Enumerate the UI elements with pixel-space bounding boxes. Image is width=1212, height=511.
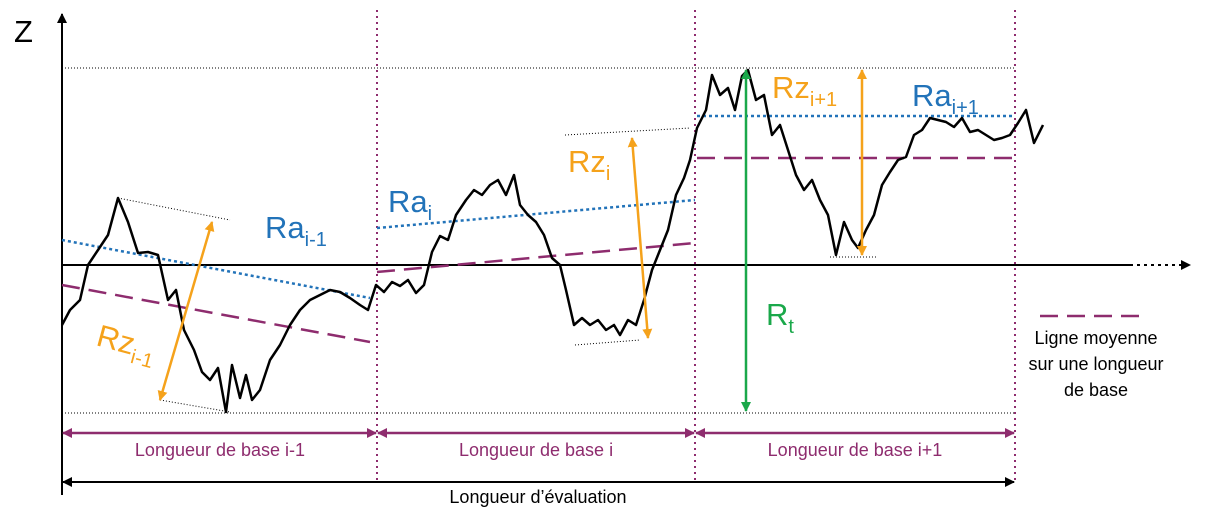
rz-label: Rzi — [568, 144, 610, 185]
boundaries — [376, 10, 1016, 482]
rz-label: Rzi-1 — [92, 318, 161, 373]
legend-text: de base — [1064, 380, 1128, 400]
legend-text: sur une longueur — [1028, 354, 1163, 374]
ra-label: Rai-1 — [265, 210, 327, 251]
rz-arrows — [157, 69, 867, 401]
base-length-label: Longueur de base i+1 — [768, 440, 943, 460]
legend-text: Ligne moyenne — [1034, 328, 1157, 348]
z-label: Z — [14, 14, 33, 49]
base-length-label: Longueur de base i-1 — [135, 440, 305, 460]
ra-lines — [61, 114, 1015, 300]
rz-label: Rzi+1 — [772, 70, 837, 111]
profile — [60, 68, 1045, 414]
rt-label: Rt — [766, 297, 794, 338]
eval-length-label: Longueur d’évaluation — [449, 487, 626, 507]
base-length-label: Longueur de base i — [459, 440, 613, 460]
ra-label: Rai+1 — [912, 78, 979, 119]
extremes — [62, 67, 1015, 414]
ra-label: Rai — [388, 184, 432, 225]
